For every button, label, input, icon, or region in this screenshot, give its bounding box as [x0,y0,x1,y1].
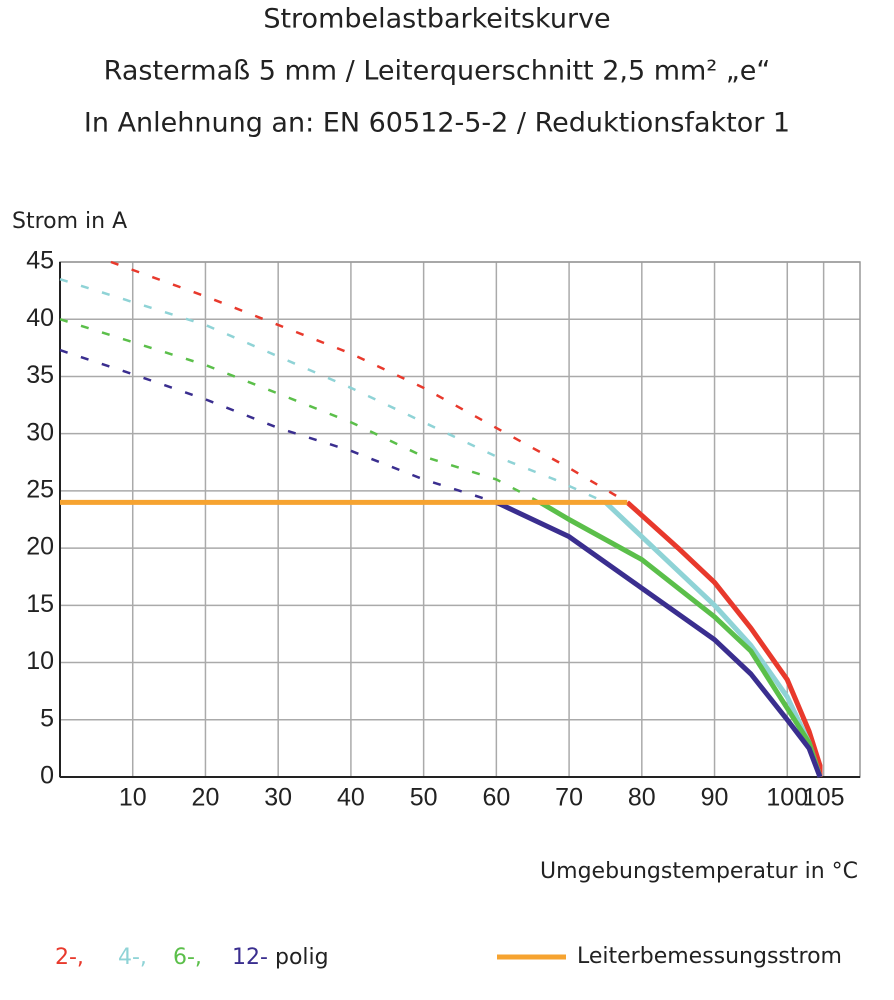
x-tick-label: 20 [192,784,220,812]
chart-title: Strombelastbarkeitskurve [263,4,610,35]
x-tick-label: 10 [119,784,147,812]
y-tick-label: 15 [26,590,54,618]
plot-frame [59,261,861,778]
x-tick-label: 105 [803,784,845,812]
x-tick-label: 100 [766,784,808,812]
series-line [625,500,823,777]
y-tick-label: 40 [26,304,54,332]
y-tick-label: 10 [26,647,54,675]
extrapolated-line [110,260,628,504]
series-line [538,500,823,778]
legend-label: 6-, [173,945,202,970]
x-tick-label: 50 [410,784,438,812]
y-axis-label: Strom in A [12,209,127,234]
y-tick-label: 35 [26,361,54,389]
legend-label: Leiterbemessungsstrom [577,944,842,969]
x-tick-label: 30 [264,784,292,812]
chart-subtitle: Rastermaß 5 mm / Leiterquerschnitt 2,5 m… [104,56,771,87]
y-tick-label: 30 [26,418,54,446]
x-axis-label: Umgebungstemperatur in °C [540,859,858,884]
chart-subtitle: In Anlehnung an: EN 60512-5-2 / Reduktio… [84,108,790,139]
extrapolated-line [59,277,606,504]
y-tick-label: 20 [26,533,54,561]
legend-label: 4-, [118,945,147,970]
y-tick-label: 0 [40,762,54,790]
legend-label: 2-, [55,945,84,970]
series-line [495,500,823,778]
x-tick-label: 70 [555,784,583,812]
y-tick-label: 25 [26,475,54,503]
legend-label: 12- [232,945,268,970]
x-tick-label: 80 [628,784,656,812]
x-tick-label: 60 [482,784,510,812]
x-tick-label: 90 [701,784,729,812]
x-tick-label: 40 [337,784,365,812]
y-tick-label: 5 [40,704,54,732]
legend-label: polig [275,945,329,970]
y-tick-label: 45 [26,247,54,275]
